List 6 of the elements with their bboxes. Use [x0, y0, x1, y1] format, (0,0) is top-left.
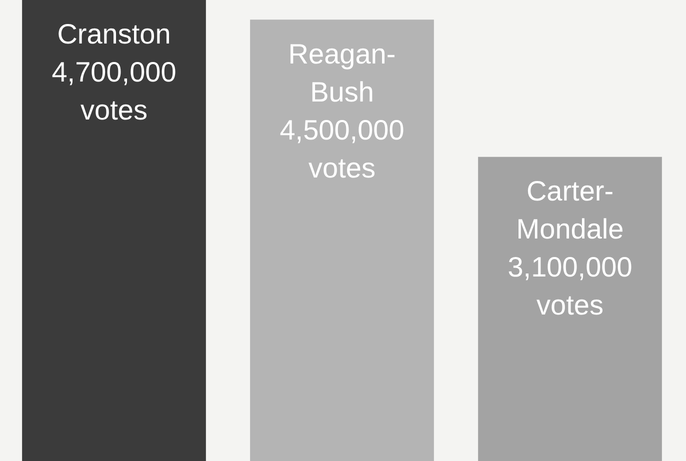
data-label: 4,500,000 votes [280, 114, 404, 184]
data-label: 4,700,000 votes [52, 56, 176, 126]
x-tick-label: Cranston [57, 18, 171, 50]
x-tick-label: Reagan-Bush [288, 38, 396, 108]
x-tick-label: Carter-Mondale [516, 176, 624, 245]
data-label: 3,100,000 votes [508, 252, 632, 321]
